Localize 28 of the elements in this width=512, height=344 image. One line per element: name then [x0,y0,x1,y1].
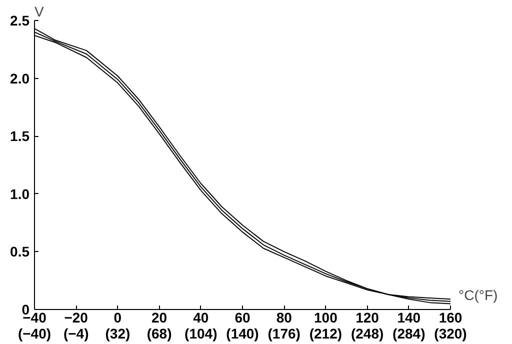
x2-tick-label: (104) [184,326,218,342]
x2-tick-label: (212) [309,326,342,342]
x-tick-label: 80 [276,310,292,326]
y-tick-label: 0.5 [10,244,30,260]
x2-tick-label: (32) [105,326,130,342]
x-axis-title: °C(°F) [458,287,498,304]
y-tick-label: 1.0 [10,186,30,202]
x2-tick-label: (140) [226,326,259,342]
y-tick-label: 2.0 [10,70,30,86]
x-tick-label: 20 [152,310,168,326]
x-tick-label: 60 [234,310,250,326]
y-tick-label: 2.5 [10,12,30,28]
x2-tick-label: (320) [434,326,467,342]
x2-tick-label: (68) [146,326,172,342]
x-tick-label: 120 [356,310,380,326]
x2-tick-label: (176) [268,326,300,342]
x-tick-label: 160 [438,310,462,326]
y-tick-label: 1.5 [10,128,30,144]
x-tick-label: −20 [64,310,88,326]
x-tick-label: 140 [397,310,421,326]
x-tick-label: 0 [114,310,122,326]
x-tick-label: 40 [193,310,209,326]
y-axis-title: V [34,4,44,20]
x2-tick-label: (248) [350,326,384,342]
x2-tick-label: (−4) [63,326,89,342]
x-tick-label: 100 [314,310,338,326]
x2-tick-label: (284) [392,326,426,342]
x2-tick-label: (−40) [18,326,52,342]
